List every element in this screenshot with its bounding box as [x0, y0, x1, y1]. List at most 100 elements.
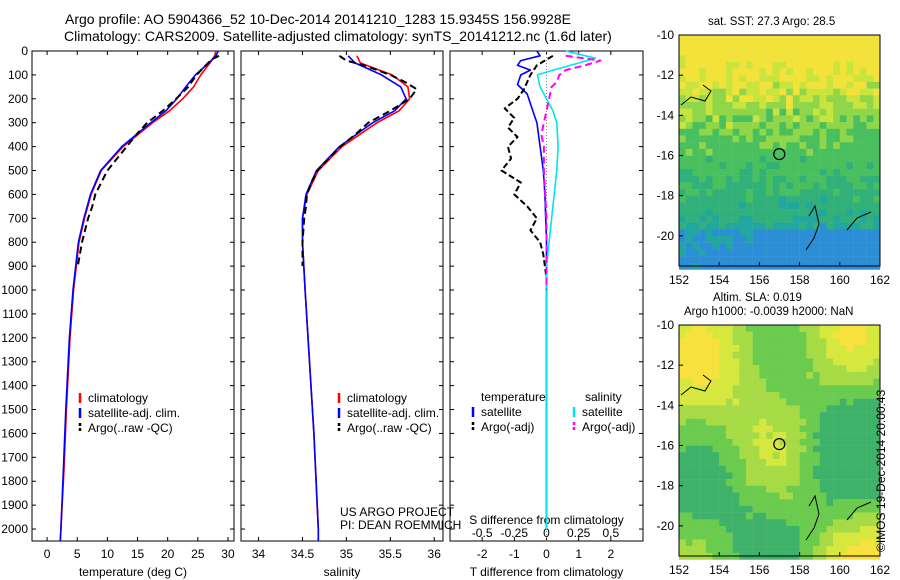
sst-map-cell [779, 148, 787, 156]
sst-map-cell [699, 236, 706, 243]
float-position-marker [773, 438, 786, 451]
sst-map-cell [779, 128, 787, 136]
sla-map-cell [772, 526, 780, 533]
sla-map-cell [792, 338, 800, 346]
sst-map-cell [685, 75, 693, 83]
temperature-profile-panel: 0100200300400500600700800900100011001200… [1, 44, 235, 579]
sla-map-cell [685, 526, 693, 533]
sla-map-cell [813, 492, 820, 500]
sst-map-cell [719, 122, 727, 129]
sla-map-cell [685, 345, 693, 352]
sst-map-cell [712, 41, 720, 49]
sst-map-cell [819, 236, 827, 243]
sst-map-cell [779, 35, 787, 42]
sst-map-cell [866, 236, 874, 243]
sst-map-cell [732, 229, 740, 237]
sst-map-cell [813, 48, 820, 56]
sst-map-cell [799, 102, 807, 109]
sla-map-cell [779, 546, 787, 553]
sst-map-cell [712, 202, 720, 210]
sla-map-cell [746, 405, 753, 413]
sla-map-cell [692, 485, 700, 493]
sla-map-cell [772, 499, 780, 507]
sst-map-cell [786, 75, 794, 83]
sla-map-cell [739, 479, 747, 486]
sla-map-cell [752, 392, 760, 399]
sst-map-cell [833, 189, 840, 196]
sst-map-cell [759, 215, 767, 223]
sst-map-cell [792, 122, 800, 129]
sla-map-cell [866, 532, 874, 540]
sla-map-cell [679, 539, 686, 547]
sst-map-cell [853, 155, 861, 163]
sla-map-cell [866, 358, 874, 366]
sst-map-cell [705, 41, 713, 49]
sla-map-cell [786, 526, 794, 533]
sla-map-cell [819, 412, 827, 419]
sla-map-cell [833, 398, 840, 406]
sla-map-cell [819, 432, 827, 440]
sst-map-cell [839, 195, 847, 203]
sla-map-cell [859, 398, 867, 406]
sla-map-cell [725, 418, 733, 426]
sla-map-cell [779, 539, 787, 547]
sla-map-cell [839, 345, 847, 352]
sla-map-cell [766, 452, 773, 460]
sla-map-cell [792, 519, 800, 527]
sst-map-cell [719, 61, 727, 69]
sst-map-cell [712, 229, 720, 237]
sla-map-cell [859, 445, 867, 453]
sst-map-cell [679, 169, 686, 176]
sst-map-cell [846, 68, 854, 76]
sst-map-cell [759, 122, 767, 129]
sst-map-cell [719, 162, 727, 170]
sla-map-cell [819, 519, 827, 527]
sla-map-cell [679, 418, 686, 426]
sst-map-cell [679, 108, 686, 116]
sla-map-cell [846, 385, 854, 393]
sla-map-cell [766, 465, 773, 473]
sst-map-cell [859, 256, 867, 263]
salinity-diff-tick-label: -0.5 [472, 526, 493, 540]
sst-map-cell [699, 195, 706, 203]
sla-map-cell [719, 539, 727, 547]
sla-map-cell [846, 445, 854, 453]
sst-map-cell [705, 108, 713, 116]
sst-map-cell [786, 229, 794, 237]
sla-map-cell [839, 358, 847, 366]
sst-map-cell [792, 202, 800, 210]
sla-map-cell [826, 505, 834, 513]
sst-map-cell [679, 256, 686, 263]
sst-map-cell [792, 162, 800, 170]
sst-map-cell [739, 135, 747, 143]
sst-map-cell [819, 68, 827, 76]
sla-map-cell [853, 459, 861, 466]
sst-map-cell [766, 175, 773, 183]
sla-map-cell [873, 479, 881, 486]
sst-map-cell [732, 41, 740, 49]
sst-map-cell [766, 189, 773, 196]
sst-map-cell [846, 102, 854, 109]
difference-profile-xtick-label: 0 [543, 547, 550, 561]
sst-map-cell [853, 162, 861, 170]
sst-map-cell [679, 95, 686, 103]
sla-map-cell [839, 505, 847, 513]
sst-map-cell [766, 55, 773, 62]
sst-map-cell [813, 81, 820, 89]
sla-map-cell [712, 365, 720, 373]
sla-map-cell [739, 418, 747, 426]
sla-map-cell [786, 492, 794, 500]
sst-map-cell [692, 68, 700, 76]
sla-map-cell [819, 398, 827, 406]
sla-map-cell [873, 472, 881, 480]
sla-map-cell [786, 345, 794, 352]
sst-map-cell [739, 142, 747, 150]
sst-map-cell [705, 142, 713, 150]
sla-map-cell [866, 445, 874, 453]
sst-map-cell [746, 135, 753, 143]
sst-map-cell [853, 75, 861, 83]
sla-map-cell [732, 539, 740, 547]
sst-map-cell [833, 75, 840, 83]
sla-map-cell [705, 539, 713, 547]
sst-map-cell [779, 242, 787, 250]
